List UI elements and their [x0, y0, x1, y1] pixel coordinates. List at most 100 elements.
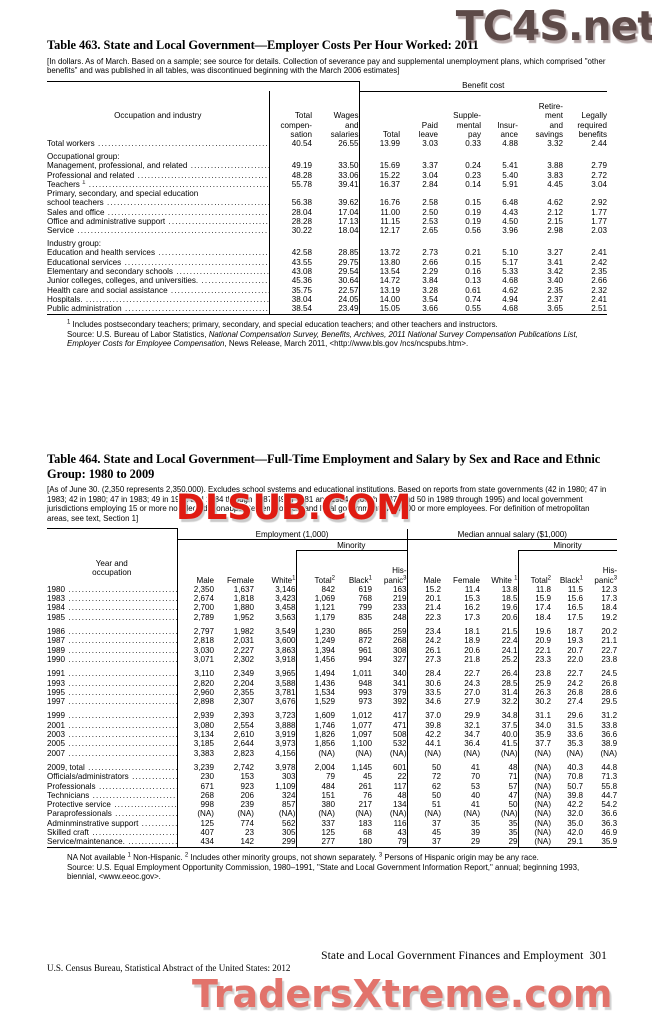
table-cell: 1,952 [233, 612, 254, 622]
dot-leader: ........................................… [68, 739, 177, 749]
table-cell: 22.0 [567, 654, 584, 664]
legally-required-benefits-header: Legally required benefits [577, 111, 608, 139]
table-cell: 2,789 [176, 612, 214, 623]
table-cell: 33.5 [406, 687, 442, 698]
table-cell: 31.5 [567, 720, 584, 730]
table-463-block: Table 463. State and Local Government—Em… [47, 38, 608, 349]
table-cell: 2.41 [591, 248, 608, 258]
table-cell: 305 [281, 828, 296, 837]
dot-leader: ........................................… [68, 730, 177, 740]
table-cell: 17.04 [338, 207, 359, 217]
table-cell: 62 [406, 781, 442, 791]
table-cell: 2.72 [591, 170, 608, 180]
salary-white-header: White 1 [491, 574, 518, 585]
table-cell: 1,121 [295, 603, 335, 613]
table-cell: 30.2 [517, 697, 552, 707]
table-cell: 961 [358, 645, 372, 655]
dot-leader: ........................................… [124, 257, 269, 267]
dot-leader: ........................................… [132, 772, 177, 782]
table-cell: 19.6 [501, 603, 518, 613]
table-cell: 29.54 [338, 267, 359, 277]
table-cell: 12.3 [601, 584, 618, 594]
spacer-row [47, 622, 617, 628]
watermark-tradersxtreme: TradersXtreme.com [191, 971, 614, 1018]
table-cell: 42.0 [567, 828, 584, 837]
table-cell: 42.58 [268, 248, 312, 258]
dot-leader: ........................................… [158, 248, 269, 258]
spacer-row [47, 757, 617, 763]
table-cell: 22.4 [501, 636, 518, 646]
row-label-text: 1993 [47, 678, 66, 688]
table-cell: 45.36 [268, 276, 312, 286]
empty-cell [268, 189, 312, 199]
spacer-cell [176, 706, 214, 712]
table-cell: 22.3 [406, 612, 442, 623]
table-cell: 22.7 [567, 669, 584, 679]
row-label-text: 1985 [47, 612, 66, 622]
row-label-text: Hospitals. [47, 294, 83, 304]
table-cell: (NA) [237, 809, 254, 819]
table-cell: 27.9 [464, 697, 481, 707]
table-cell: 0.56 [465, 226, 481, 236]
table-cell: 35.3 [567, 739, 584, 749]
table-cell: 50 [508, 800, 518, 810]
table-row: 1984 ...................................… [47, 603, 617, 613]
row-label-text: Teachers [47, 179, 80, 189]
table-cell: 0.61 [465, 285, 481, 295]
table-cell: 1,249 [295, 636, 335, 646]
row-label-text: Public administration [47, 304, 122, 314]
table-cell: 2.79 [591, 161, 608, 171]
table-cell: 4.62 [502, 285, 518, 295]
row-label: 1993 ...................................… [47, 679, 177, 688]
benefit-cost-span-header: Benefit cost [358, 81, 608, 92]
dot-leader: ........................................… [68, 603, 177, 613]
table-cell: 22 [397, 772, 407, 782]
table-cell: 34.6 [406, 697, 442, 707]
dot-leader: ........................................… [68, 584, 177, 594]
table-cell: 872 [358, 636, 372, 646]
source-fragment: U.S. Bureau of Labor Statistics, [96, 329, 209, 339]
table-cell: 2.65 [422, 226, 438, 236]
row-label-text: Junior colleges, colleges, and universit… [47, 276, 199, 286]
table-cell: 28.4 [406, 669, 442, 679]
wages-and-salaries-header: Wages and salaries [330, 111, 359, 139]
table-row: Total workers ..........................… [47, 139, 607, 149]
table-cell: 24.5 [601, 669, 618, 679]
table-cell: 0.55 [465, 304, 481, 314]
table-463-stub-header: Occupation and industry [114, 110, 202, 120]
table-cell: 2,204 [233, 678, 254, 688]
table-cell: 994 [358, 654, 372, 664]
page-number: 301 [589, 950, 607, 962]
table-cell: 434 [176, 837, 214, 848]
dot-leader: ........................................… [137, 170, 269, 180]
table-cell: 1,012 [351, 711, 372, 721]
table-cell: 37.7 [517, 739, 552, 749]
table-row: 1986 ...................................… [47, 627, 617, 637]
table-cell: 44.8 [601, 762, 618, 772]
dot-leader: ........................................… [88, 762, 177, 772]
table-464-block: Table 464. State and Local Government—Fu… [47, 452, 618, 882]
table-cell: 28.6 [601, 687, 618, 697]
table-cell: 17.4 [517, 603, 552, 613]
table-cell: 0.33 [465, 139, 481, 149]
table-row: 1987 ...................................… [47, 636, 617, 646]
table-cell: 4.68 [502, 304, 518, 314]
table-cell: 340 [393, 669, 407, 679]
table-cell: (NA) [406, 748, 442, 758]
table-cell: 1,494 [295, 669, 335, 679]
table-cell: 41.5 [501, 739, 518, 749]
table-cell: 50 [406, 790, 442, 801]
footnote-marker: 1 [67, 319, 71, 326]
table-cell: 13.72 [358, 248, 400, 258]
row-label-text: Sales and office [47, 207, 105, 217]
row-label-text: Elementary and secondary schools [47, 267, 173, 277]
table-cell: 3,863 [275, 645, 296, 655]
row-label-text: 1983 [47, 594, 66, 604]
table-cell: 768 [358, 594, 372, 604]
table-cell: 18.04 [338, 226, 359, 236]
table-row: 1991 ...................................… [47, 669, 618, 679]
table-cell: 35.0 [567, 818, 584, 828]
table-cell: 163 [393, 584, 407, 594]
row-label: Service/maintenance. ...................… [47, 837, 177, 847]
empty-cell [518, 189, 563, 198]
